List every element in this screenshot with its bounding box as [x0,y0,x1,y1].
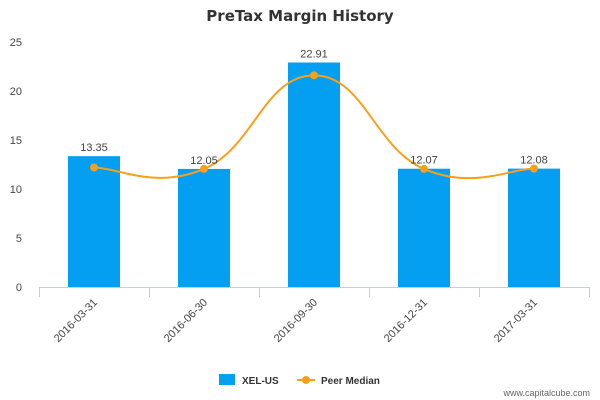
bar-1 [178,168,230,287]
bar-0 [68,156,120,287]
y-tick-label-1: 5 [16,233,22,245]
legend-swatch-bar [219,374,235,385]
bar-4 [508,168,560,287]
peer-median-point-1 [200,164,208,173]
peer-median-point-4 [530,164,538,173]
data-label-1: 12.05 [190,155,218,167]
y-tick-label-0: 0 [16,282,22,294]
peer-median-point-3 [420,164,428,173]
x-tick-label-4: 2017-03-31 [492,297,540,345]
peer-median-point-0 [90,163,98,172]
peer-median-point-2 [310,71,318,80]
source-credit: www.capitalcube.com [502,388,590,398]
x-tick-label-0: 2016-03-31 [52,297,100,345]
legend: XEL-US Peer Median [219,374,380,387]
y-tick-label-4: 20 [10,86,22,98]
legend-label-line[interactable]: Peer Median [321,376,380,387]
data-label-4: 12.08 [520,155,548,167]
bar-2 [288,62,340,288]
chart-title: PreTax Margin History [206,7,394,25]
legend-label-bar[interactable]: XEL-US [242,376,279,387]
legend-swatch-marker [302,376,310,384]
bar-3 [398,168,450,287]
x-tick-label-1: 2016-06-30 [162,297,210,345]
x-tick-label-3: 2016-12-31 [382,297,430,345]
y-tick-label-2: 10 [10,184,22,196]
data-label-3: 12.07 [410,155,438,167]
x-tick-label-2: 2016-09-30 [272,297,320,345]
plot-area: 0 5 10 15 20 25 2016-03-31 2016-06-30 2016-09-30… [10,37,590,345]
y-tick-label-5: 25 [10,37,22,49]
data-label-0: 13.35 [80,142,108,154]
y-tick-label-3: 15 [10,135,22,147]
data-label-2: 22.91 [300,48,328,60]
